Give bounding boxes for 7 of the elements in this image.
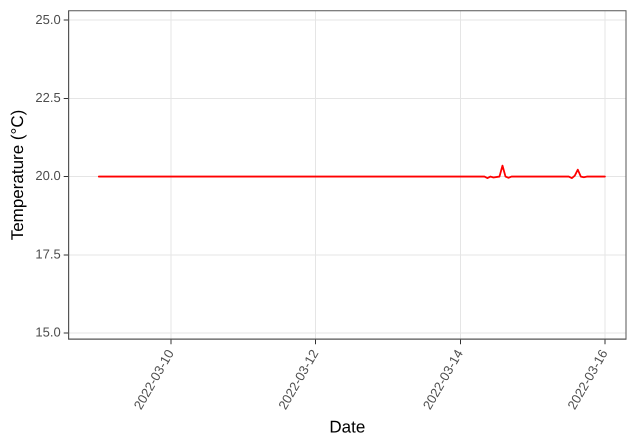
y-tick-label: 20.0: [35, 168, 61, 184]
y-tick-label: 17.5: [35, 246, 61, 262]
x-axis-title: Date: [329, 417, 366, 436]
y-tick-label: 15.0: [35, 324, 61, 340]
y-tick-label: 25.0: [35, 12, 61, 27]
y-axis-title: Temperature (°C): [8, 110, 27, 240]
y-tick-label: 22.5: [35, 90, 61, 105]
